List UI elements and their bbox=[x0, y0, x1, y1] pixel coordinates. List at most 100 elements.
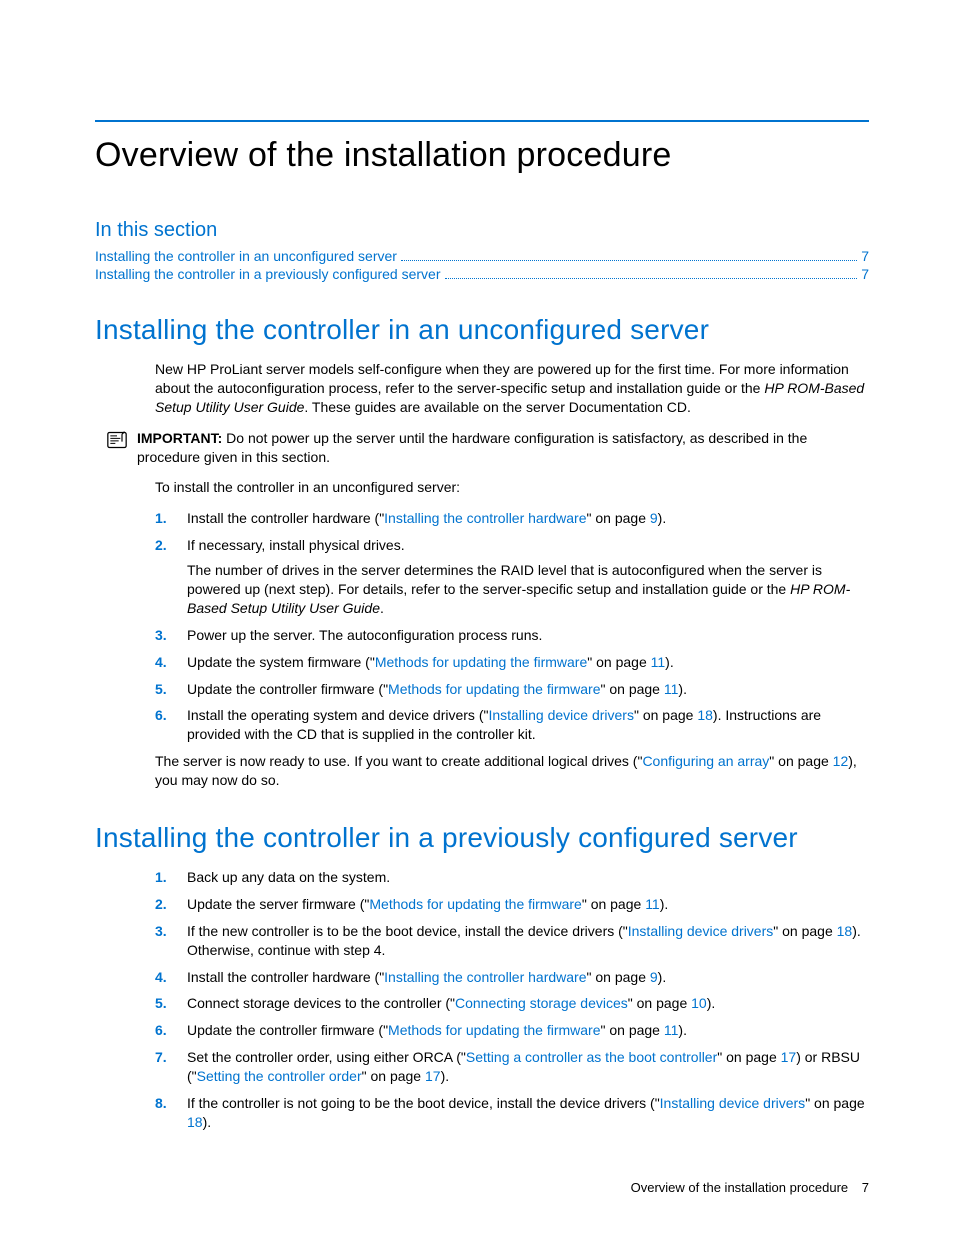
step-item: Update the controller firmware ("Methods… bbox=[155, 1021, 869, 1040]
text: " on page bbox=[587, 969, 650, 985]
page-title: Overview of the installation procedure bbox=[95, 136, 869, 175]
text: ). bbox=[707, 995, 716, 1011]
step-item: If necessary, install physical drives. T… bbox=[155, 536, 869, 618]
link-page-ref[interactable]: 11 bbox=[651, 654, 666, 670]
toc-label: Installing the controller in an unconfig… bbox=[95, 248, 397, 264]
link-page-ref[interactable]: 18 bbox=[187, 1114, 203, 1130]
text: Connect storage devices to the controlle… bbox=[187, 995, 455, 1011]
link-page-ref[interactable]: 18 bbox=[697, 707, 713, 723]
step-item: Install the operating system and device … bbox=[155, 706, 869, 744]
text: " on page bbox=[587, 654, 650, 670]
text: " on page bbox=[582, 896, 645, 912]
important-icon bbox=[107, 431, 127, 449]
toc-page-number: 7 bbox=[861, 248, 869, 264]
text: " on page bbox=[773, 923, 836, 939]
text: Install the controller hardware (" bbox=[187, 510, 384, 526]
link-firmware-methods[interactable]: Methods for updating the firmware bbox=[388, 1022, 600, 1038]
text: " on page bbox=[362, 1068, 425, 1084]
closing-paragraph: The server is now ready to use. If you w… bbox=[155, 752, 869, 790]
text: Update the system firmware (" bbox=[187, 654, 375, 670]
step-item: Install the controller hardware ("Instal… bbox=[155, 509, 869, 528]
toc-row[interactable]: Installing the controller in an unconfig… bbox=[95, 248, 869, 264]
important-text: IMPORTANT: Do not power up the server un… bbox=[137, 429, 869, 467]
link-boot-controller[interactable]: Setting a controller as the boot control… bbox=[466, 1049, 717, 1065]
link-page-ref[interactable]: 10 bbox=[691, 995, 707, 1011]
link-connecting-storage[interactable]: Connecting storage devices bbox=[455, 995, 628, 1011]
link-page-ref[interactable]: 17 bbox=[781, 1049, 797, 1065]
text: ). bbox=[678, 681, 687, 697]
steps-list-unconfigured: Install the controller hardware ("Instal… bbox=[155, 509, 869, 744]
text: If necessary, install physical drives. bbox=[187, 537, 405, 553]
text: ). bbox=[441, 1068, 450, 1084]
text: " on page bbox=[601, 1022, 664, 1038]
step-item: Set the controller order, using either O… bbox=[155, 1048, 869, 1086]
text: The server is now ready to use. If you w… bbox=[155, 753, 642, 769]
lead-in-text: To install the controller in an unconfig… bbox=[155, 478, 869, 497]
text: New HP ProLiant server models self-confi… bbox=[155, 361, 849, 396]
link-device-drivers[interactable]: Installing device drivers bbox=[488, 707, 634, 723]
steps-list-configured: Back up any data on the system. Update t… bbox=[155, 868, 869, 1132]
intro-paragraph: New HP ProLiant server models self-confi… bbox=[155, 360, 869, 417]
in-this-section-label: In this section bbox=[95, 219, 869, 242]
link-page-ref[interactable]: 11 bbox=[664, 681, 679, 697]
link-page-ref[interactable]: 12 bbox=[833, 753, 849, 769]
text: Set the controller order, using either O… bbox=[187, 1049, 466, 1065]
important-label: IMPORTANT: bbox=[137, 430, 222, 446]
link-controller-order[interactable]: Setting the controller order bbox=[197, 1068, 362, 1084]
toc-page-number: 7 bbox=[861, 266, 869, 282]
step-item: Power up the server. The autoconfigurati… bbox=[155, 626, 869, 645]
link-install-hardware[interactable]: Installing the controller hardware bbox=[384, 969, 586, 985]
text: " on page bbox=[805, 1095, 864, 1111]
text: Install the operating system and device … bbox=[187, 707, 488, 723]
text: Do not power up the server until the har… bbox=[137, 430, 807, 465]
text: Update the server firmware (" bbox=[187, 896, 369, 912]
top-rule bbox=[95, 120, 869, 122]
text: ). bbox=[660, 896, 669, 912]
link-page-ref[interactable]: 11 bbox=[645, 896, 660, 912]
step-item: Update the controller firmware ("Methods… bbox=[155, 680, 869, 699]
text: " on page bbox=[769, 753, 832, 769]
text: " on page bbox=[601, 681, 664, 697]
link-page-ref[interactable]: 9 bbox=[650, 969, 658, 985]
important-callout: IMPORTANT: Do not power up the server un… bbox=[107, 429, 869, 467]
link-page-ref[interactable]: 9 bbox=[650, 510, 658, 526]
text: Update the controller firmware (" bbox=[187, 1022, 388, 1038]
step-item: If the controller is not going to be the… bbox=[155, 1094, 869, 1132]
text: ). bbox=[203, 1114, 212, 1130]
link-firmware-methods[interactable]: Methods for updating the firmware bbox=[369, 896, 581, 912]
page-footer: Overview of the installation procedure 7 bbox=[631, 1180, 869, 1195]
footer-page-number: 7 bbox=[862, 1180, 869, 1195]
toc-row[interactable]: Installing the controller in a previousl… bbox=[95, 266, 869, 282]
text: " on page bbox=[628, 995, 691, 1011]
text: ). bbox=[658, 969, 667, 985]
section-heading-configured: Installing the controller in a previousl… bbox=[95, 822, 869, 854]
text: " on page bbox=[587, 510, 650, 526]
step-item: Update the server firmware ("Methods for… bbox=[155, 895, 869, 914]
text: " on page bbox=[717, 1049, 780, 1065]
step-item: Back up any data on the system. bbox=[155, 868, 869, 887]
step-sub-paragraph: The number of drives in the server deter… bbox=[187, 561, 869, 618]
link-firmware-methods[interactable]: Methods for updating the firmware bbox=[388, 681, 600, 697]
link-page-ref[interactable]: 17 bbox=[425, 1068, 441, 1084]
link-install-hardware[interactable]: Installing the controller hardware bbox=[384, 510, 586, 526]
footer-text: Overview of the installation procedure bbox=[631, 1180, 849, 1195]
text: Install the controller hardware (" bbox=[187, 969, 384, 985]
text: . bbox=[380, 600, 384, 616]
link-page-ref[interactable]: 18 bbox=[837, 923, 853, 939]
link-device-drivers[interactable]: Installing device drivers bbox=[628, 923, 774, 939]
toc-leader bbox=[445, 278, 858, 279]
text: The number of drives in the server deter… bbox=[187, 562, 822, 597]
text: If the controller is not going to be the… bbox=[187, 1095, 660, 1111]
step-item: Connect storage devices to the controlle… bbox=[155, 994, 869, 1013]
link-firmware-methods[interactable]: Methods for updating the firmware bbox=[375, 654, 587, 670]
text: ). bbox=[678, 1022, 687, 1038]
section-heading-unconfigured: Installing the controller in an unconfig… bbox=[95, 314, 869, 346]
link-page-ref[interactable]: 11 bbox=[664, 1022, 679, 1038]
link-configuring-array[interactable]: Configuring an array bbox=[642, 753, 769, 769]
link-device-drivers[interactable]: Installing device drivers bbox=[660, 1095, 806, 1111]
text: If the new controller is to be the boot … bbox=[187, 923, 628, 939]
text: ). bbox=[658, 510, 667, 526]
step-item: Install the controller hardware ("Instal… bbox=[155, 968, 869, 987]
text: Update the controller firmware (" bbox=[187, 681, 388, 697]
text: ). bbox=[665, 654, 674, 670]
